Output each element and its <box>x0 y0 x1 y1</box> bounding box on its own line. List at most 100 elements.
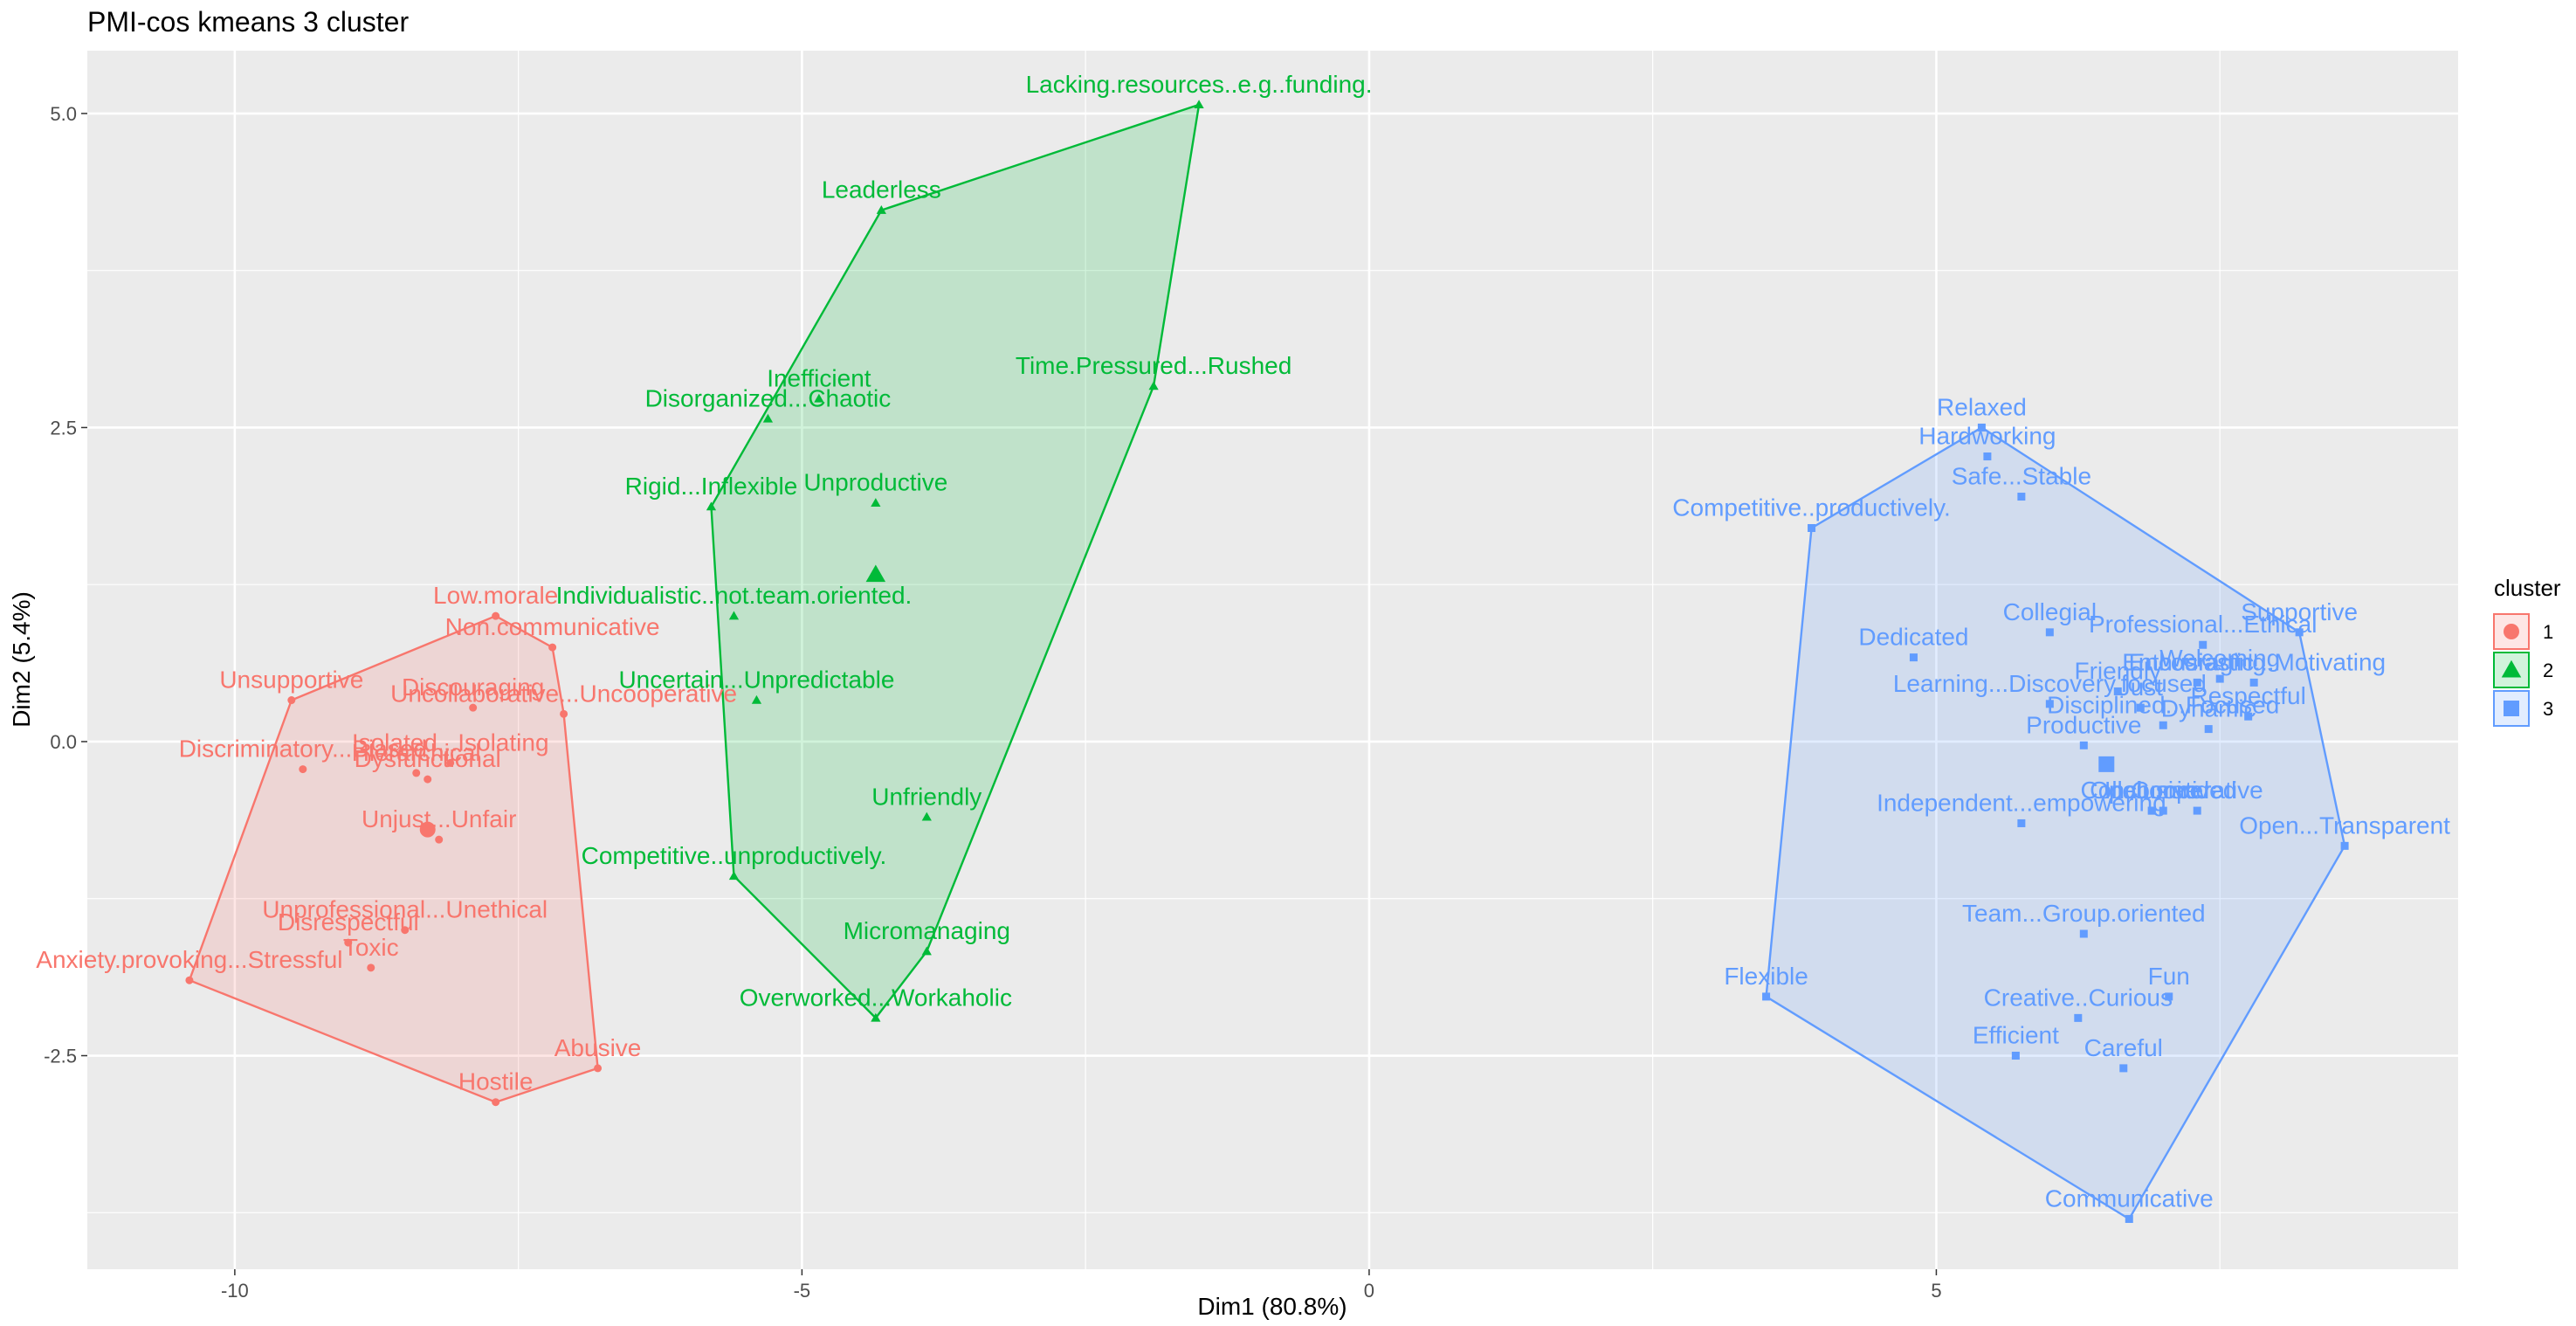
point-label: Anxiety.provoking...Stressful <box>36 946 342 973</box>
data-point <box>762 413 774 423</box>
data-point <box>424 775 432 784</box>
data-point <box>367 963 375 972</box>
cluster-1-hull <box>188 614 599 1104</box>
data-point <box>921 811 932 821</box>
data-point <box>287 696 296 705</box>
data-point <box>2159 806 2167 815</box>
point-label: Fun <box>2148 963 2190 990</box>
data-point <box>2079 741 2088 749</box>
cluster-2-center <box>865 564 886 583</box>
y-tick-label: 2.5 <box>50 417 77 439</box>
data-point <box>299 765 307 774</box>
point-label: Dynamic <box>2161 695 2256 722</box>
point-label: Flexible <box>1724 963 1808 990</box>
data-point <box>412 769 421 777</box>
point-label: Unproductive <box>803 469 947 496</box>
data-point <box>2199 640 2208 649</box>
legend: cluster 1 2 3 <box>2493 575 2561 727</box>
data-point <box>2249 678 2258 687</box>
data-point <box>2045 700 2054 708</box>
data-points <box>185 100 2349 1223</box>
plot-panel <box>87 51 2458 1269</box>
data-point <box>185 976 194 984</box>
data-point <box>2244 712 2253 721</box>
point-label: Efficient <box>1973 1022 2059 1049</box>
point-label: Individualistic..not.team.oriented. <box>556 582 913 609</box>
point-label: Creative..Curious <box>1984 984 2173 1011</box>
point-label: Productive <box>2026 711 2141 738</box>
point-label: Time.Pressured...Rushed <box>1016 352 1291 379</box>
major-gridlines <box>87 51 2458 1269</box>
point-label: Inclusive <box>2104 777 2200 804</box>
data-point <box>446 758 455 767</box>
data-point <box>814 393 824 403</box>
y-tick-label: -2.5 <box>44 1046 77 1067</box>
data-point <box>2340 841 2349 850</box>
point-label: Welcoming <box>2159 645 2280 672</box>
data-point <box>1194 100 1204 109</box>
point-label: Cooperative <box>2132 777 2263 804</box>
cluster-centers <box>419 564 2115 838</box>
point-label: Discriminatory...Biased <box>179 736 427 763</box>
data-point <box>706 501 717 511</box>
point-label: Dedicated <box>1858 624 1968 651</box>
data-point <box>2193 806 2201 815</box>
point-label: Micromanaging <box>844 917 1010 944</box>
data-point <box>2147 806 2156 815</box>
data-point <box>728 611 740 620</box>
legend-label-3: 3 <box>2543 698 2553 720</box>
data-point <box>2079 929 2088 938</box>
data-point <box>2045 628 2054 637</box>
data-point <box>492 611 500 620</box>
y-tick-label: 5.0 <box>50 103 77 125</box>
data-point <box>401 926 410 935</box>
data-point <box>2295 628 2304 637</box>
point-label: Independent...empowering <box>1877 789 2166 816</box>
data-point <box>2193 678 2201 687</box>
point-label: Rigid...Inflexible <box>625 473 798 500</box>
data-point <box>1983 452 1992 461</box>
data-point <box>548 643 557 652</box>
point-label: Dysfunctional <box>355 745 501 772</box>
data-point <box>2165 992 2173 1001</box>
point-label: Uncertain...Unpredictable <box>618 666 894 694</box>
point-label: Friendly <box>2074 657 2161 684</box>
point-label: Leaderless <box>822 176 941 204</box>
data-point <box>2011 1052 2020 1060</box>
data-point <box>921 946 932 956</box>
point-label: Professional...Ethical <box>2089 611 2317 638</box>
legend-label-1: 1 <box>2543 621 2553 643</box>
x-axis-title: Dim1 (80.8%) <box>1197 1293 1347 1320</box>
point-label: Safe...Stable <box>1952 463 2091 490</box>
point-label: Respectful <box>2191 682 2306 709</box>
data-point <box>560 709 568 718</box>
x-tick-label: 5 <box>1931 1280 1941 1302</box>
cluster-1-center <box>419 821 436 838</box>
data-point <box>1762 992 1771 1001</box>
point-label: Hierarchical <box>352 739 481 766</box>
legend-marker-3 <box>2504 701 2519 716</box>
data-point <box>1148 381 1159 390</box>
legend-marker-2 <box>2501 660 2522 678</box>
point-label: Supportive <box>2241 598 2358 625</box>
y-axis-title: Dim2 (5.4%) <box>8 591 35 728</box>
cluster-3-center <box>2098 756 2115 772</box>
data-point <box>2113 687 2122 695</box>
legend-key-3 <box>2493 690 2530 727</box>
point-label: Relaxed <box>1937 393 2027 420</box>
data-point <box>594 1064 603 1073</box>
point-label: Open...Transparent <box>2239 811 2450 839</box>
point-label: Disorganized...Chaotic <box>645 384 892 411</box>
chart-title: PMI-cos kmeans 3 cluster <box>87 6 409 38</box>
data-point <box>2136 703 2145 712</box>
point-label: Team...Group.oriented <box>1962 900 2206 927</box>
point-label: Collaborative <box>2081 777 2223 804</box>
point-label: Just <box>2118 673 2164 701</box>
data-point <box>2119 1064 2128 1073</box>
data-point <box>435 835 444 844</box>
point-label: Unsupportive <box>219 666 363 694</box>
point-label: Inefficient <box>767 364 871 391</box>
data-point <box>1808 523 1816 532</box>
x-tick-label: -5 <box>794 1280 811 1302</box>
data-point <box>2159 721 2167 729</box>
